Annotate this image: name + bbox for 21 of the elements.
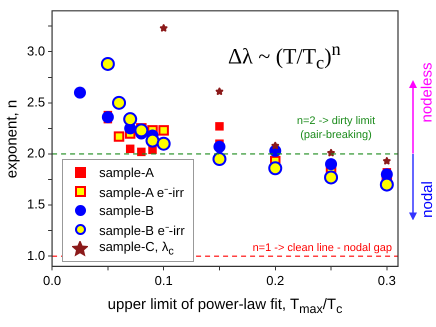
y-axis-title: exponent, n [4,99,20,178]
y-tick-label: 2.0 [26,146,46,161]
x-axis-title: upper limit of power-law fit, T$_{max}$/T$_{c}$ [106,296,344,316]
ref-line-label: n=2 -> dirty limit (pair-breaking) [296,114,376,141]
y-tick-label: 2.5 [26,94,46,110]
text: nodeless [418,62,436,122]
legend-label: sample-B [99,203,154,218]
legend-label: sample-A e⁻-irr [99,184,184,201]
text: nodal [418,182,436,218]
legend-label: sample-A [99,165,154,180]
y-tick-label: 1.5 [26,196,46,212]
x-tick-label: 0.3 [378,272,396,288]
x-tick-label: 0.1 [154,272,173,288]
legend-label: sample-C, λ$_{c}$ [99,239,174,258]
x-tick-label: 0.0 [43,272,62,288]
ref-line-label: n=1 -> clean line - nodal gap [252,242,392,254]
y-tick-label: 1.0 [26,248,46,263]
y-tick-label: 3.0 [26,43,46,58]
x-tick-label: 0.2 [266,272,284,288]
legend-label: sample-B e⁻-irr [99,222,185,239]
annotation: Δλ ~ (T/T$_{c}$)$^{n}$ [228,38,341,74]
